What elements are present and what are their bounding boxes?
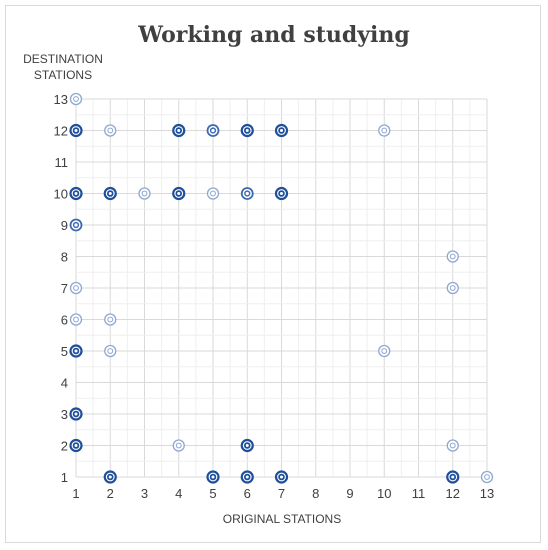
data-point — [172, 123, 186, 138]
data-point — [206, 470, 220, 484]
y-axis-label-line-2: STATIONS — [33, 68, 93, 82]
x-tick-label: 4 — [175, 486, 182, 501]
data-point — [378, 344, 391, 358]
data-point — [240, 470, 254, 484]
x-tick-label: 7 — [278, 486, 285, 501]
y-axis-label-line-1: DESTINATION — [23, 52, 103, 66]
data-point — [172, 439, 185, 452]
y-tick-label: 2 — [61, 439, 68, 454]
data-point — [240, 438, 254, 453]
x-tick-label: 2 — [107, 486, 114, 501]
y-tick-label: 4 — [61, 376, 68, 391]
gridlines — [75, 98, 488, 478]
y-tick-label: 10 — [54, 187, 68, 202]
x-axis-label: ORIGINAL STATIONS — [222, 512, 342, 526]
data-point — [69, 218, 83, 232]
data-point — [378, 124, 391, 137]
x-tick-label: 8 — [312, 486, 319, 501]
data-point — [446, 281, 459, 295]
data-point — [274, 470, 289, 484]
x-tick-label: 12 — [446, 486, 460, 501]
data-point — [240, 187, 254, 200]
x-tick-label: 6 — [244, 486, 251, 501]
data-point — [138, 187, 151, 200]
chart-title: Working and studying — [138, 22, 410, 48]
data-point — [69, 407, 83, 421]
x-tick-label: 13 — [480, 486, 494, 501]
data-point — [480, 470, 494, 484]
x-tick-label: 5 — [209, 486, 216, 501]
y-tick-label: 3 — [61, 407, 68, 422]
y-tick-label: 12 — [54, 124, 68, 139]
data-points — [69, 92, 494, 484]
data-point — [274, 123, 289, 138]
data-point — [69, 313, 83, 326]
chart-frame — [5, 5, 541, 543]
x-tick-label: 10 — [377, 486, 391, 501]
data-point — [69, 344, 83, 358]
data-point — [103, 186, 117, 201]
data-point — [446, 439, 459, 452]
y-tick-label: 6 — [61, 313, 68, 328]
x-tick-label: 3 — [141, 486, 148, 501]
data-point — [446, 470, 460, 484]
data-point — [206, 124, 220, 137]
x-tick-label: 1 — [72, 486, 79, 501]
y-tick-label: 7 — [61, 281, 68, 296]
data-point — [69, 186, 83, 201]
data-point — [206, 187, 220, 200]
data-point — [240, 123, 254, 138]
data-point — [69, 281, 83, 295]
data-point — [446, 250, 459, 263]
y-tick-label: 5 — [61, 344, 68, 359]
data-point — [274, 186, 289, 201]
y-tick-label: 1 — [61, 470, 68, 485]
data-point — [172, 186, 186, 201]
data-point — [103, 470, 117, 484]
data-point — [69, 438, 83, 453]
y-tick-label: 8 — [61, 250, 68, 265]
x-tick-label: 11 — [412, 486, 426, 501]
y-tick-label: 13 — [54, 92, 68, 107]
y-tick-label: 9 — [61, 218, 68, 233]
x-tick-label: 9 — [346, 486, 353, 501]
data-point — [69, 123, 83, 138]
data-point — [104, 124, 117, 137]
data-point — [69, 92, 83, 106]
y-tick-label: 11 — [55, 155, 69, 170]
data-point — [104, 313, 117, 326]
data-point — [104, 344, 117, 358]
